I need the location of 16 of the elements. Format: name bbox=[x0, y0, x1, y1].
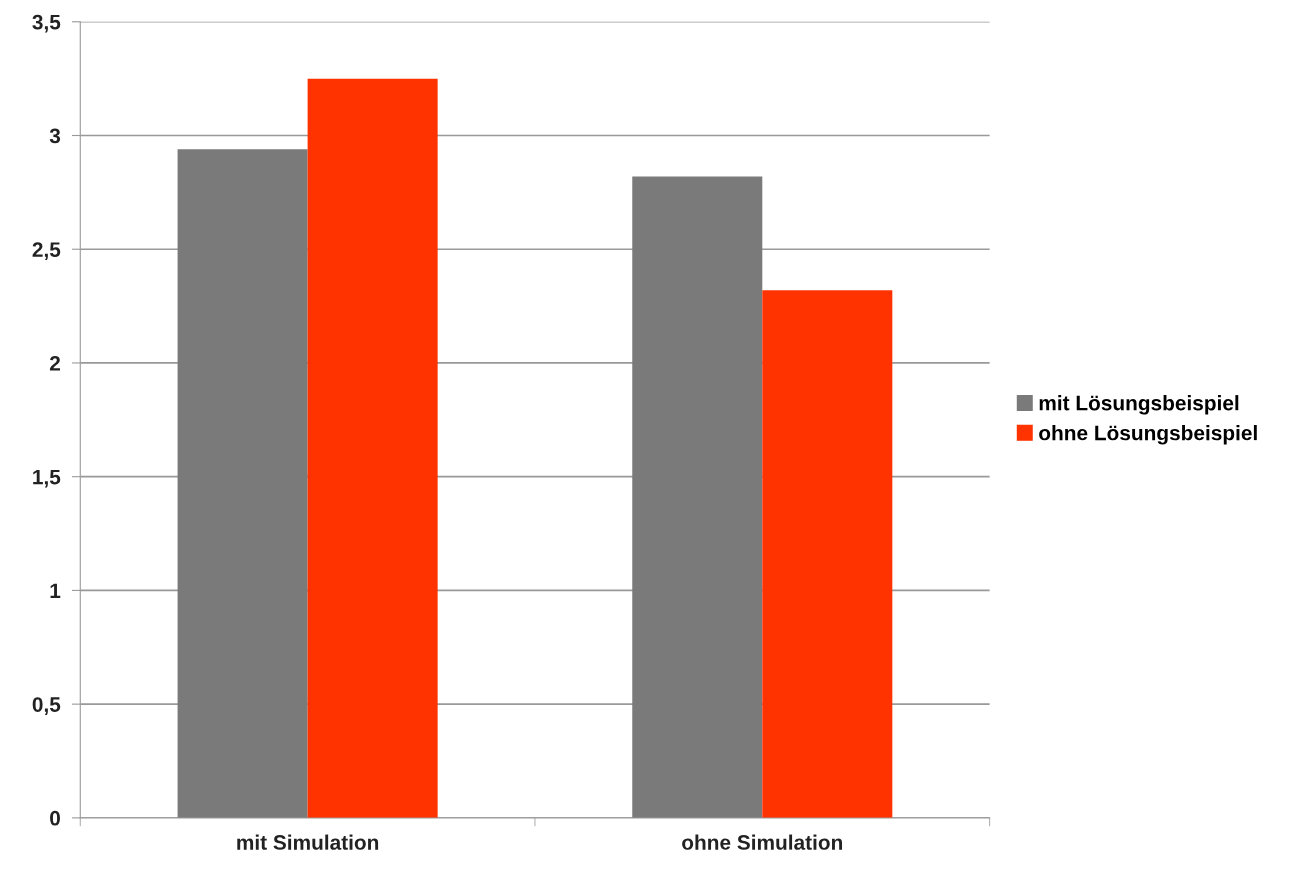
y-tick-label: 3 bbox=[49, 128, 61, 144]
bar bbox=[307, 78, 438, 818]
y-tick-label: 3,5 bbox=[32, 14, 61, 33]
y-tick-label: 1 bbox=[50, 583, 61, 598]
y-tick-label: 1,5 bbox=[33, 469, 61, 488]
x-tick-label: mit Simulation bbox=[237, 834, 379, 850]
bar bbox=[177, 149, 308, 818]
x-tick-label: ohne Simulation bbox=[682, 834, 843, 850]
bar bbox=[632, 176, 763, 818]
y-tick-label: 2,5 bbox=[32, 242, 61, 261]
legend-label: ohne Lösungsbeispiel bbox=[1039, 425, 1257, 445]
y-tick-label: 0 bbox=[50, 810, 60, 826]
y-tick-label: 0,5 bbox=[32, 697, 61, 715]
y-tick-label: 2 bbox=[49, 355, 60, 371]
legend-label: mit Lösungsbeispiel bbox=[1039, 395, 1239, 415]
bar bbox=[762, 290, 893, 818]
